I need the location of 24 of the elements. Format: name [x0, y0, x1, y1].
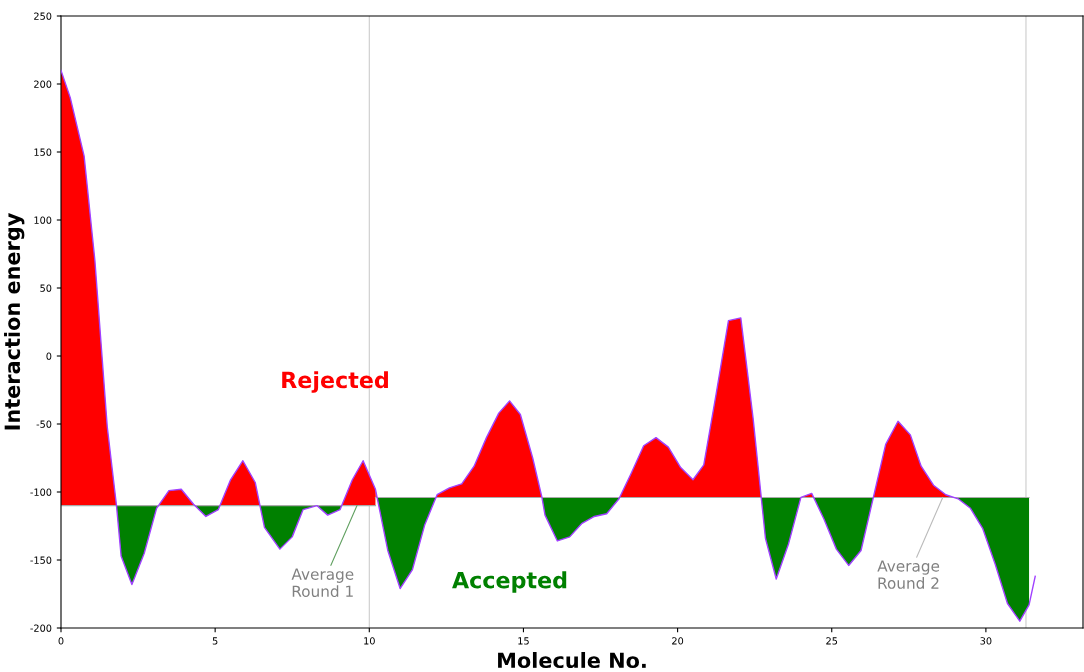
x-axis-title: Molecule No.	[498, 651, 646, 669]
y-tick-label: -50	[36, 420, 52, 428]
y-tick-label: 150	[34, 148, 52, 156]
x-tick-label: 25	[826, 637, 838, 645]
y-tick-label: 250	[34, 12, 52, 20]
line-series	[61, 69, 1036, 622]
y-tick-label: -200	[30, 624, 52, 632]
x-tick-label: 5	[212, 637, 218, 645]
annotation: Accepted	[452, 571, 567, 593]
y-tick-label: 200	[34, 80, 52, 88]
y-tick-label: 100	[34, 216, 52, 224]
x-tick-label: 30	[980, 637, 992, 645]
x-tick-label: 10	[364, 637, 375, 645]
y-tick-label: 0	[46, 352, 52, 360]
y-tick-label: -150	[30, 556, 52, 564]
annotation: Average Round 1	[291, 568, 354, 598]
y-tick-label: 50	[40, 284, 52, 292]
annotation: Rejected	[282, 371, 388, 393]
y-axis-title: Interaction energy	[4, 213, 25, 430]
x-tick-label: 0	[58, 637, 64, 645]
x-tick-label: 20	[672, 637, 684, 645]
x-tick-label: 15	[518, 637, 529, 645]
y-tick-label: -100	[30, 488, 52, 496]
annotation: Average Round 2	[877, 560, 940, 589]
